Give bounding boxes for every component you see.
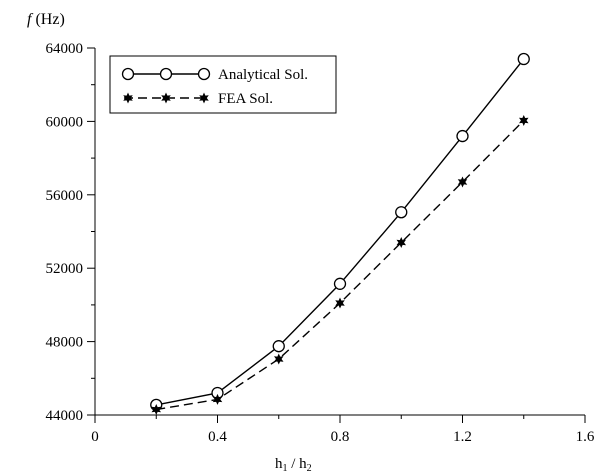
y-tick-label: 64000 — [46, 41, 84, 57]
x-tick-label: 0 — [91, 429, 99, 445]
series-0-point — [395, 206, 408, 219]
series-markers — [150, 52, 530, 415]
x-tick-label: 1.6 — [576, 429, 595, 445]
x-tick-label: 0.4 — [208, 429, 227, 445]
legend-marker — [161, 92, 171, 104]
series-1-point — [335, 297, 345, 309]
legend-marker — [121, 67, 135, 81]
series-1-point — [151, 404, 162, 415]
series-1-point — [396, 237, 407, 249]
y-tick-label: 56000 — [46, 188, 84, 204]
legend-marker — [199, 92, 209, 104]
series-1-point — [518, 114, 529, 126]
series-line-1 — [156, 119, 525, 411]
series-0-point — [517, 52, 530, 66]
y-axis-label: f (Hz) — [27, 11, 65, 28]
y-tick-label: 44000 — [46, 408, 84, 424]
series-0-point — [272, 340, 285, 353]
legend-box — [109, 55, 337, 114]
tick-labels: 0 0.4 0.8 1.2 1.6 44000 48000 52000 56000 60000 64… — [46, 41, 595, 445]
y-axis-label-symbol: f — [27, 11, 34, 28]
x-axis-label: h1 / h2 — [275, 456, 312, 473]
y-axis-label-unit: (Hz) — [35, 11, 64, 28]
legend-label: FEA Sol. — [218, 91, 273, 107]
y-tick-label: 52000 — [46, 261, 84, 277]
legend-marker — [123, 92, 133, 104]
series-1-point — [457, 176, 468, 188]
ticks — [87, 47, 586, 423]
y-tick-label: 60000 — [46, 114, 84, 130]
legend-marker — [159, 67, 173, 81]
series-0-point — [456, 129, 469, 143]
legend-entries: Analytical Sol. FEA Sol. — [121, 67, 308, 107]
legend-label: Analytical Sol. — [218, 67, 308, 83]
x-tick-label: 1.2 — [453, 429, 472, 445]
legend-marker — [197, 67, 211, 81]
series-1-point — [212, 393, 223, 405]
x-tick-label: 0.8 — [331, 429, 350, 445]
series-0-point — [333, 277, 347, 290]
series-1-point — [273, 353, 284, 365]
legend: Analytical Sol. FEA Sol. — [109, 55, 337, 114]
y-tick-label: 48000 — [46, 335, 84, 351]
